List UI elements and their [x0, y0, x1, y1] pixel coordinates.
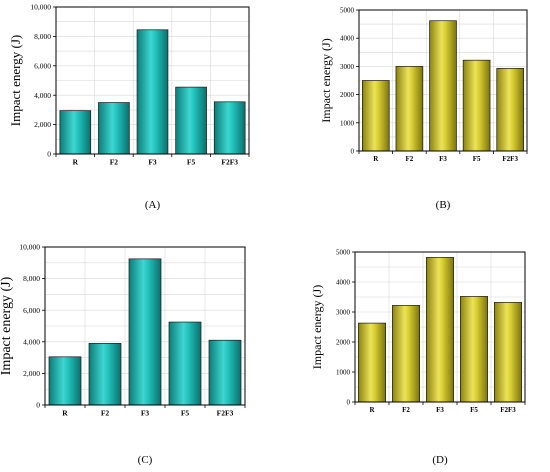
bar-f3: [429, 20, 457, 152]
x-tick-label: F3: [439, 155, 447, 163]
x-tick-label: F2: [110, 158, 119, 167]
y-tick-label: 2000: [340, 91, 355, 99]
x-tick-label: F5: [473, 155, 481, 163]
y-tick-label: 6,000: [23, 306, 40, 315]
y-tick-label: 8,000: [34, 32, 51, 41]
bar-f3: [426, 257, 454, 403]
y-tick-label: 10,000: [19, 243, 40, 252]
bar-f3: [136, 29, 169, 155]
x-tick-label: F3: [141, 409, 150, 418]
bar-f2f3: [208, 339, 242, 406]
x-tick-label: F5: [470, 406, 478, 414]
plot-frame: [55, 6, 250, 155]
x-tick-label: R: [373, 155, 379, 163]
x-tick-label: F2: [406, 155, 414, 163]
bar-r: [48, 356, 82, 406]
y-tick-label: 2,000: [23, 369, 40, 378]
plot-frame: [44, 246, 246, 406]
y-tick-label: 1000: [336, 368, 351, 376]
y-tick-label: 2,000: [34, 120, 51, 129]
y-tick-label: 0: [47, 150, 51, 159]
bar-f5: [460, 296, 488, 403]
y-tick-label: 8,000: [23, 274, 40, 283]
y-tick-label: 0: [347, 398, 351, 406]
y-tick-label: 5000: [336, 248, 351, 256]
x-tick-label: F2: [101, 409, 110, 418]
panel-label: (C): [138, 454, 153, 466]
y-tick-label: 4000: [340, 35, 355, 43]
x-tick-label: F2F3: [502, 155, 518, 163]
x-tick-label: F2F3: [500, 406, 516, 414]
panel-label: (A): [145, 199, 161, 211]
bar-f3: [128, 258, 162, 406]
x-tick-label: R: [62, 409, 68, 418]
bar-f2: [392, 305, 420, 403]
bar-f2f3: [494, 302, 522, 403]
bar-r: [358, 322, 386, 403]
x-tick-label: F5: [187, 158, 196, 167]
x-tick-label: R: [73, 158, 79, 167]
y-tick-label: 0: [351, 147, 355, 155]
x-tick-label: F3: [148, 158, 157, 167]
x-tick-label: F2: [402, 406, 410, 414]
x-tick-label: F3: [436, 406, 444, 414]
x-tick-label: F2F3: [221, 158, 238, 167]
y-axis-label: Impact energy (J): [319, 38, 333, 122]
bar-r: [362, 80, 390, 152]
y-tick-label: 4000: [336, 278, 351, 286]
y-axis-label: Impact energy (J): [0, 276, 14, 375]
bar-f2: [98, 102, 130, 155]
bar-f5: [168, 321, 202, 406]
bar-f5: [175, 86, 207, 155]
y-tick-label: 5000: [340, 6, 355, 14]
y-tick-label: 0: [36, 401, 40, 410]
y-tick-label: 1000: [340, 119, 355, 127]
y-tick-label: 4,000: [23, 337, 40, 346]
y-axis-label: Impact energy (J): [310, 285, 324, 369]
bar-r: [59, 110, 92, 155]
panel-label: (B): [436, 199, 451, 211]
y-tick-label: 3000: [336, 308, 351, 316]
y-tick-label: 3000: [340, 63, 355, 71]
bar-f2: [88, 343, 122, 406]
x-tick-label: F2F3: [217, 409, 234, 418]
bar-f2f3: [496, 68, 524, 152]
bar-f5: [462, 59, 491, 152]
panel-label: (D): [432, 454, 448, 466]
bar-f2f3: [213, 101, 246, 155]
y-tick-label: 2000: [336, 338, 351, 346]
y-tick-label: 10,000: [30, 3, 51, 12]
x-tick-label: F5: [181, 409, 190, 418]
plot-frame: [354, 251, 526, 403]
y-axis-label: Impact energy (J): [8, 35, 23, 126]
y-tick-label: 6,000: [34, 61, 51, 70]
y-tick-label: 4,000: [34, 91, 51, 100]
bar-f2: [395, 66, 424, 152]
x-tick-label: R: [369, 406, 375, 414]
plot-frame: [358, 9, 528, 152]
